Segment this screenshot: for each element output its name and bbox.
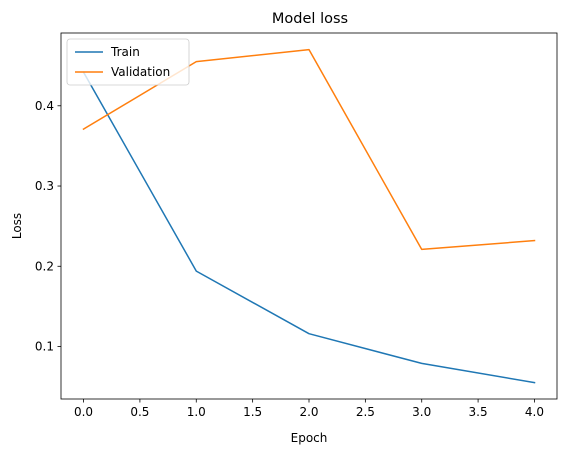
x-tick-label: 1.5 — [243, 405, 262, 419]
x-tick-label: 2.0 — [299, 405, 318, 419]
legend-box — [66, 38, 190, 86]
x-tick-label: 0.5 — [130, 405, 149, 419]
series-line-train — [82, 71, 536, 384]
x-tick-label: 0.0 — [74, 405, 93, 419]
y-tick-label: 0.3 — [35, 179, 54, 193]
legend-label-train: Train — [110, 45, 140, 59]
x-tick-label: 3.5 — [469, 405, 488, 419]
x-axis-title: Epoch — [291, 431, 328, 445]
y-axis-title: Loss — [10, 213, 24, 239]
x-tick-label: 2.5 — [356, 405, 375, 419]
y-tick-label: 0.4 — [35, 99, 54, 113]
y-tick-label: 0.2 — [35, 259, 54, 273]
x-tick-label: 1.0 — [187, 405, 206, 419]
plot-area: 0.0 0.5 1.0 1.5 2.0 2.5 3.0 3.5 4.0 0.1 0.2 0.3 0.4 T… — [35, 32, 558, 419]
y-tick-label: 0.1 — [35, 340, 54, 354]
x-tick-label: 4.0 — [525, 405, 544, 419]
legend-label-validation: Validation — [111, 65, 170, 79]
plot-frame — [60, 32, 558, 400]
chart-title: Model loss — [272, 11, 348, 27]
x-tick-label: 3.0 — [412, 405, 431, 419]
